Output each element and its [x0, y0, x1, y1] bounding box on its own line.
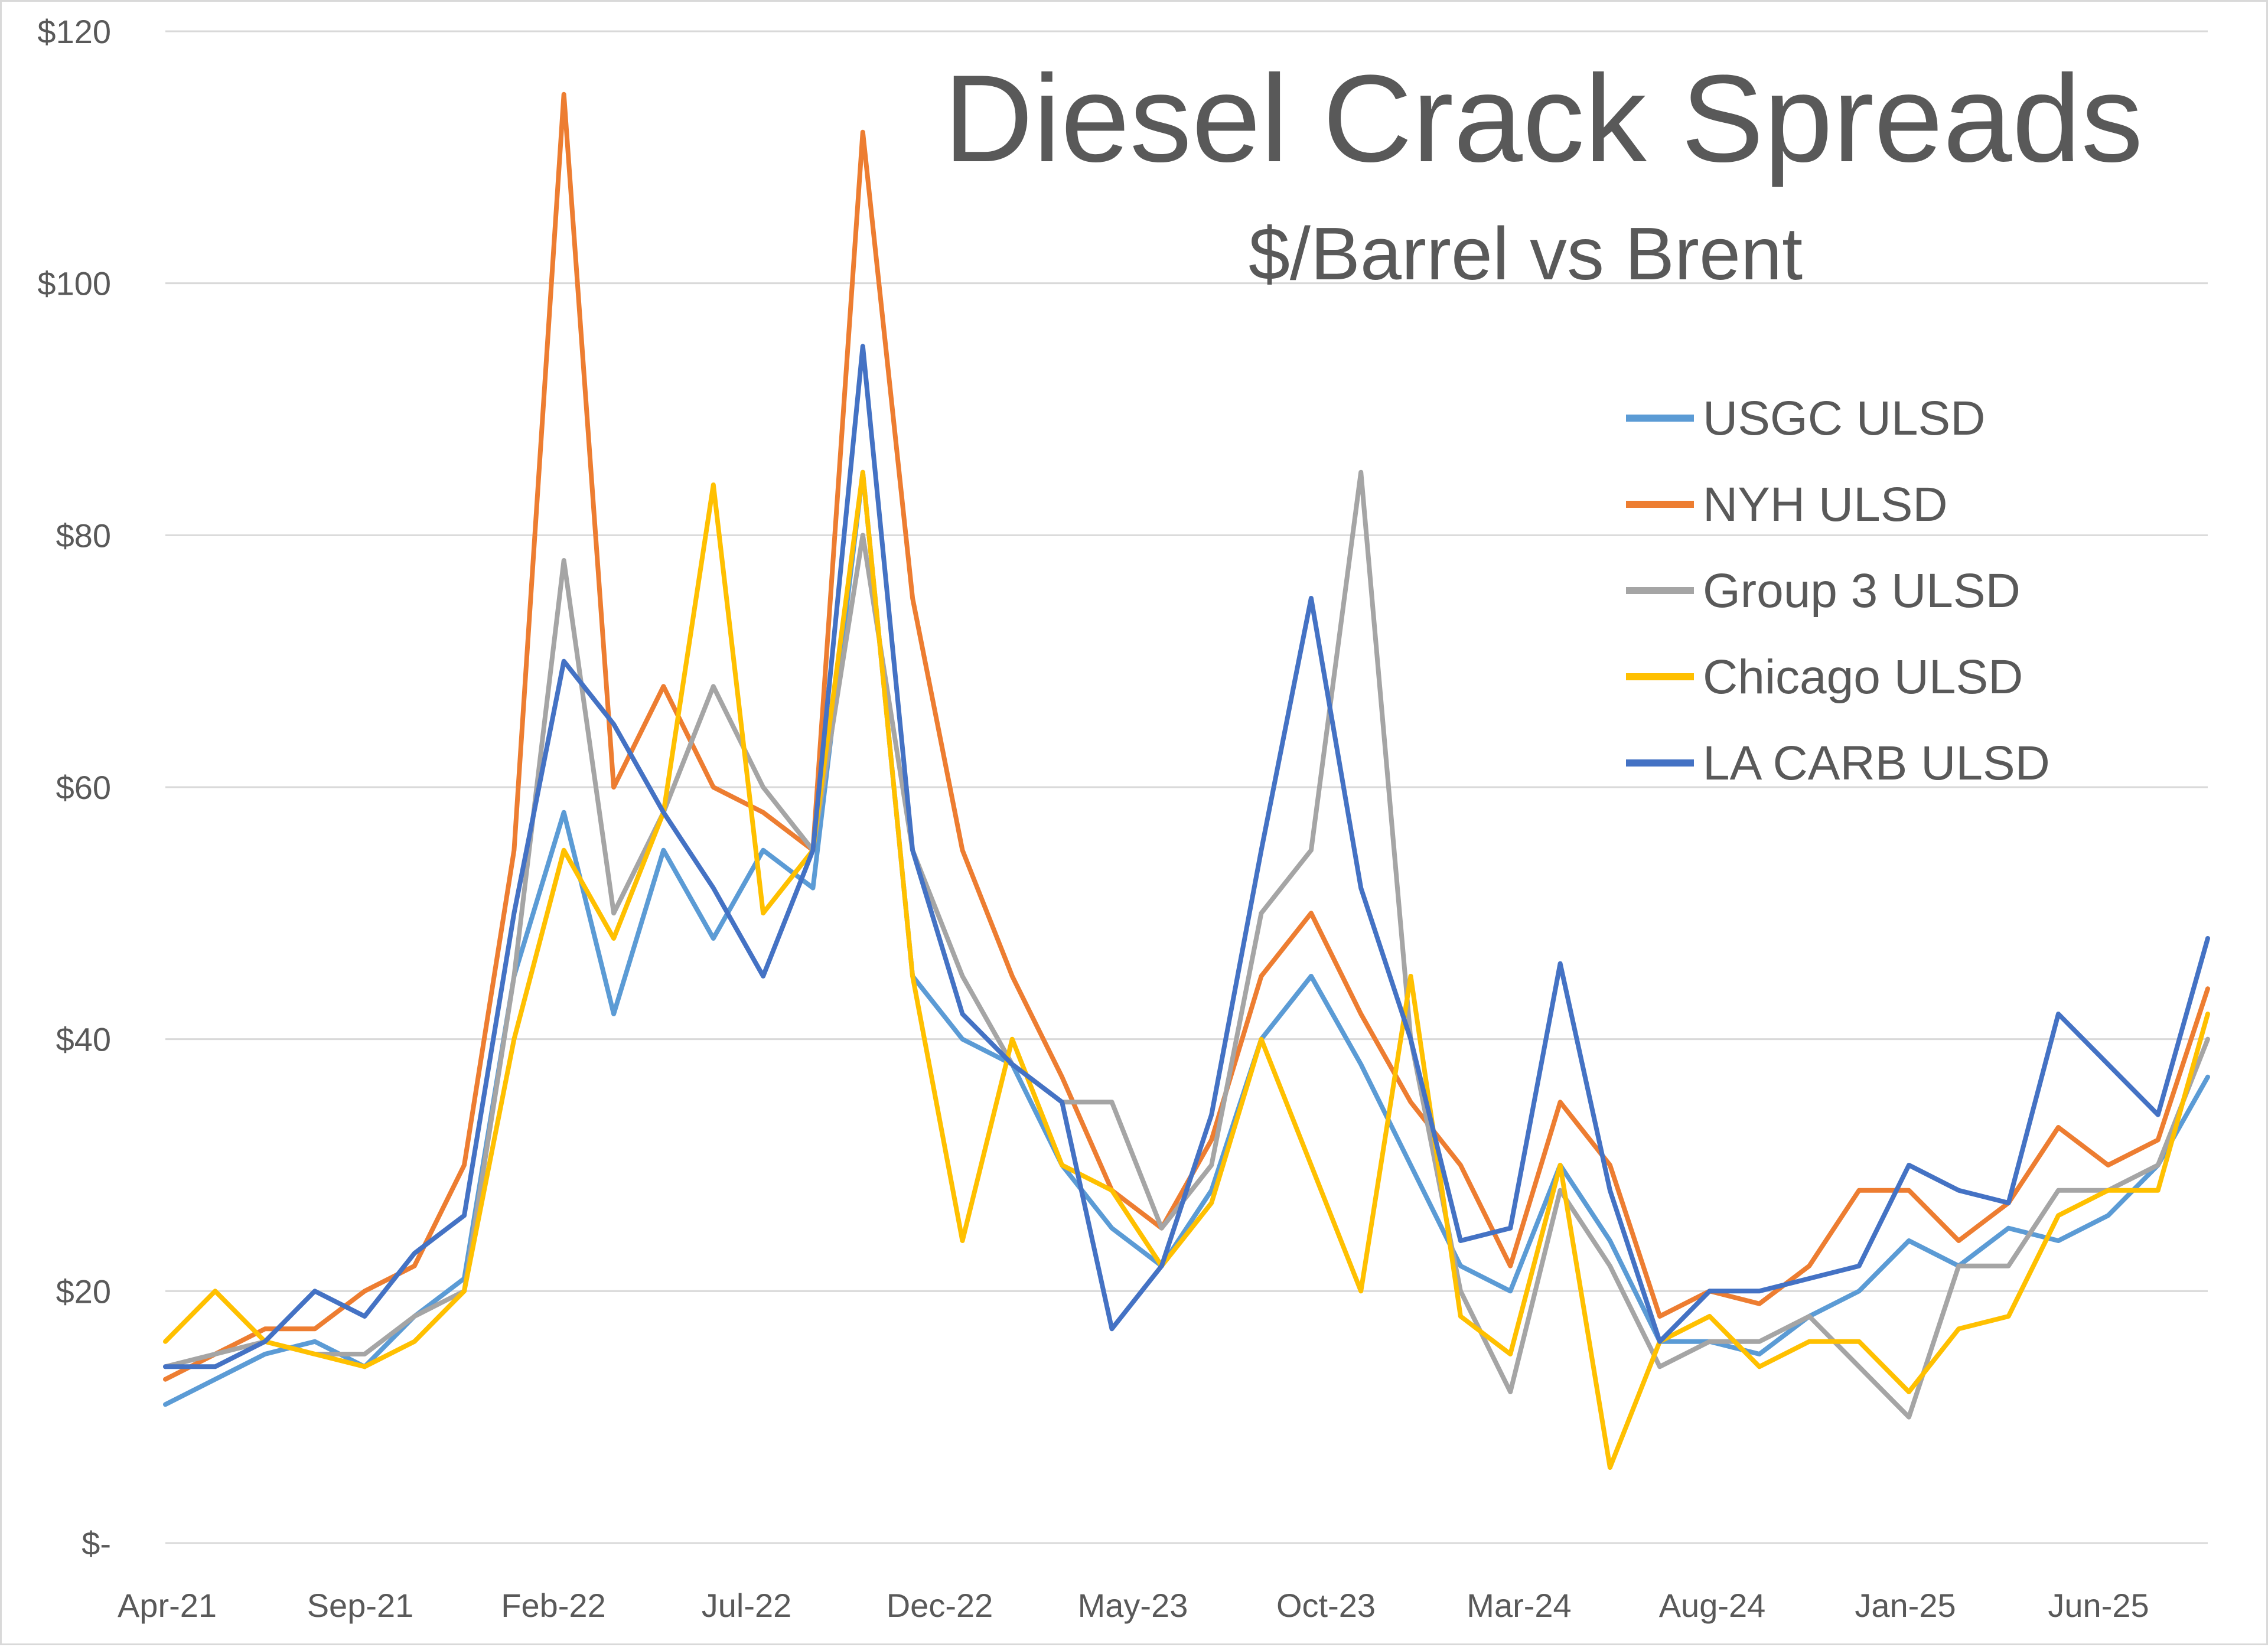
legend-label: LA CARB ULSD — [1703, 736, 2050, 790]
x-axis-ticks: Apr-21 Sep-21 Feb-22 Jul-22 Dec-22 May-23 Oct-… — [118, 1587, 2149, 1624]
series-line-la-carb-ulsd — [163, 344, 2210, 1369]
y-tick-label: $100 — [37, 265, 111, 302]
x-tick-label: Feb-22 — [501, 1587, 605, 1624]
x-tick-label: Sep-21 — [307, 1587, 414, 1624]
legend-label: USGC ULSD — [1703, 392, 1985, 445]
y-tick-label: $120 — [37, 13, 111, 50]
y-tick-label: $40 — [56, 1021, 111, 1058]
y-tick-label: $20 — [56, 1273, 111, 1310]
chart-subtitle: $/Barrel vs Brent — [1249, 212, 1803, 295]
x-tick-label: Jun-25 — [2048, 1587, 2149, 1624]
x-tick-label: Dec-22 — [887, 1587, 993, 1624]
x-tick-label: Jul-22 — [702, 1587, 792, 1624]
y-tick-label: $80 — [56, 517, 111, 554]
x-tick-label: May-23 — [1078, 1587, 1188, 1624]
x-tick-label: Aug-24 — [1659, 1587, 1766, 1624]
legend-label: Group 3 ULSD — [1703, 564, 2021, 618]
series-line-chicago-ulsd — [163, 469, 2210, 1470]
y-tick-label: $- — [82, 1525, 111, 1562]
chart-title: Diesel Crack Spreads — [944, 49, 2143, 188]
x-tick-label: Apr-21 — [118, 1587, 217, 1624]
y-axis-ticks: $- $20 $40 $60 $80 $100 $120 — [37, 13, 111, 1562]
x-tick-label: Mar-24 — [1467, 1587, 1571, 1624]
x-tick-label: Oct-23 — [1276, 1587, 1376, 1624]
legend-label: Chicago ULSD — [1703, 650, 2023, 704]
legend: USGC ULSD NYH ULSD Group 3 ULSD Chicago ULS… — [1626, 392, 2050, 790]
y-tick-label: $60 — [56, 769, 111, 806]
series-layer — [163, 92, 2210, 1470]
legend-label: NYH ULSD — [1703, 478, 1948, 531]
x-tick-label: Jan-25 — [1855, 1587, 1956, 1624]
